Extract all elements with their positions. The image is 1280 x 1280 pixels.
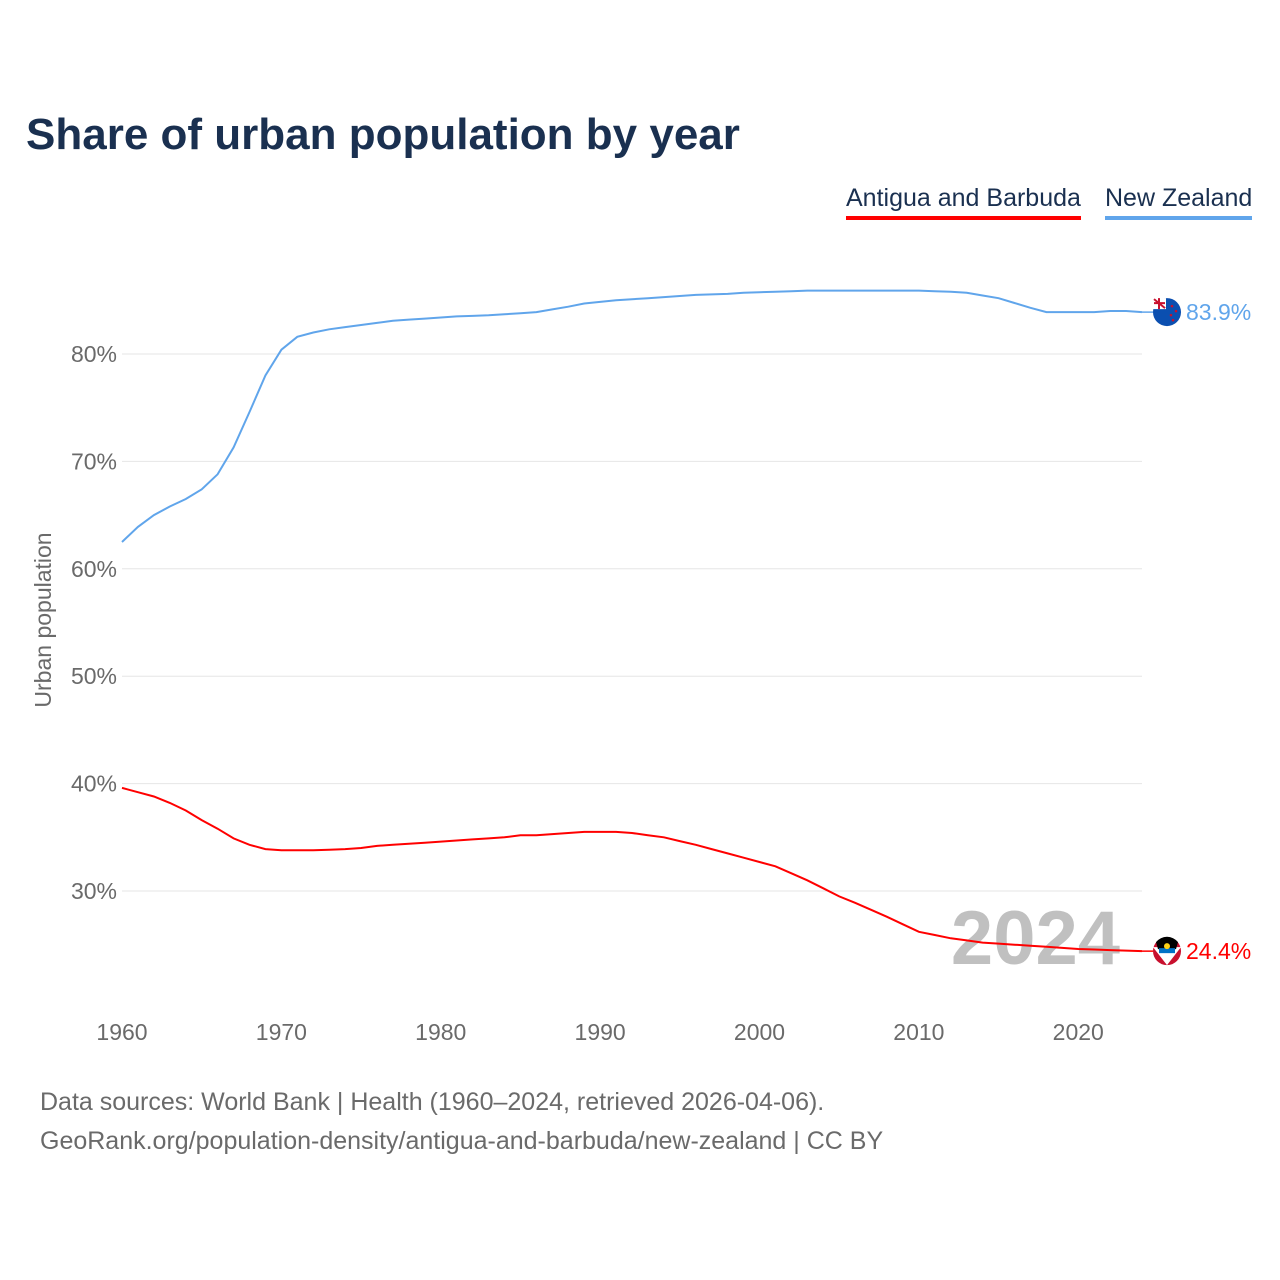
y-tick-label: 80%	[71, 341, 117, 367]
chart-title: Share of urban population by year	[26, 110, 740, 159]
y-tick-label: 30%	[71, 878, 117, 904]
flag-icon-new-zealand	[1153, 298, 1181, 327]
x-tick-label: 1980	[415, 1019, 466, 1045]
y-tick-label: 70%	[71, 448, 117, 474]
y-tick-label: 60%	[71, 556, 117, 582]
series-line-antigua-and-barbuda	[121, 786, 1143, 953]
y-axis-label: Urban population	[30, 532, 56, 707]
x-tick-label: 2010	[893, 1019, 944, 1045]
flag-icon-antigua-and-barbuda	[1153, 936, 1181, 966]
x-tick-label: 2020	[1053, 1019, 1104, 1045]
year-watermark: 2024	[951, 896, 1120, 981]
y-tick-label: 50%	[71, 663, 117, 689]
footer-sources: Data sources: World Bank | Health (1960–…	[40, 1088, 825, 1116]
end-value-label-antigua-and-barbuda: 24.4%	[1186, 938, 1251, 964]
x-tick-label: 1990	[575, 1019, 626, 1045]
end-value-label-new-zealand: 83.9%	[1186, 299, 1251, 325]
legend-item-new-zealand[interactable]: New Zealand	[1105, 184, 1253, 220]
x-tick-label: 2000	[734, 1019, 785, 1045]
legend-item-antigua-and-barbuda[interactable]: Antigua and Barbuda	[846, 184, 1081, 220]
series-line-new-zealand	[121, 289, 1143, 543]
footer-link[interactable]: GeoRank.org/population-density/antigua-a…	[40, 1127, 884, 1155]
x-tick-label: 1960	[96, 1019, 147, 1045]
y-tick-label: 40%	[71, 771, 117, 797]
x-tick-label: 1970	[256, 1019, 307, 1045]
